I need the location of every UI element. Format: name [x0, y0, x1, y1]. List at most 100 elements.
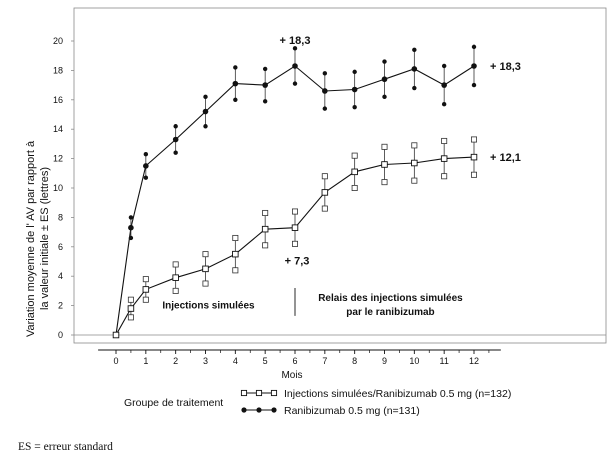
annotation-sham-month6: + 7,3	[285, 256, 310, 268]
error-cap	[128, 215, 134, 220]
footnote: ES = erreur standard	[18, 441, 113, 453]
x-tick-label: 6	[292, 356, 297, 366]
data-point	[321, 189, 329, 196]
y-axis-label-line2: la valeur initiale ± ES (lettres)	[39, 167, 51, 310]
legend-marker-square	[240, 389, 248, 397]
x-tick-label: 2	[173, 356, 178, 366]
series-line	[115, 65, 475, 336]
legend-marker-square	[255, 389, 263, 397]
error-cap	[172, 261, 179, 268]
error-cap	[203, 94, 208, 100]
error-cap	[173, 124, 178, 129]
data-point	[232, 250, 239, 258]
y-tick-label: 16	[53, 95, 63, 105]
error-cap	[262, 99, 268, 104]
x-tick-label: 7	[322, 356, 327, 366]
error-cap	[232, 234, 239, 241]
x-tick-label: 8	[352, 356, 357, 366]
error-cap	[441, 102, 447, 107]
data-point	[440, 155, 448, 162]
phase-label-crossover-line1: Relais des injections simulées	[318, 293, 463, 304]
data-point	[291, 224, 299, 231]
error-cap	[173, 150, 178, 155]
error-cap	[470, 136, 477, 143]
phase-label-sham: Injections simulées	[162, 301, 255, 312]
y-tick-label: 4	[58, 271, 63, 281]
data-point	[262, 82, 268, 88]
error-cap	[202, 280, 209, 287]
error-cap	[412, 47, 417, 53]
error-cap	[292, 46, 298, 51]
error-cap	[411, 142, 418, 149]
series-group	[112, 44, 478, 339]
x-tick-label: 11	[439, 356, 448, 366]
data-point	[441, 82, 447, 88]
error-cap	[471, 44, 477, 50]
data-point	[411, 66, 418, 72]
legend: Groupe de traitement Injections simulées/…	[124, 388, 511, 417]
x-tick-label: 1	[143, 356, 148, 366]
data-point	[471, 63, 477, 69]
error-cap	[172, 287, 179, 294]
error-cap	[321, 173, 328, 180]
data-point	[232, 80, 239, 87]
x-tick-label: 12	[469, 356, 479, 366]
error-cap	[233, 65, 238, 70]
y-axis-label-line1: Variation moyenne de l' AV par rapport à	[25, 140, 37, 337]
legend-marker-circle	[256, 407, 262, 413]
y-tick-label: 8	[58, 212, 63, 222]
plot-frame	[73, 7, 607, 344]
annotations: + 18,3 + 18,3 + 12,1 + 7,3 Injections simulé…	[162, 35, 521, 318]
error-cap	[352, 104, 357, 110]
error-cap	[127, 296, 134, 303]
data-point	[142, 286, 150, 293]
y-tick-label: 0	[58, 330, 63, 340]
data-point	[261, 225, 269, 233]
error-cap	[203, 124, 208, 129]
error-cap	[232, 267, 239, 274]
error-cap	[381, 179, 388, 186]
data-point	[172, 274, 179, 281]
data-point	[470, 153, 478, 161]
data-point	[381, 161, 388, 168]
data-point	[381, 76, 388, 83]
error-cap	[142, 296, 149, 303]
error-cap	[291, 208, 298, 215]
x-tick-label: 5	[263, 356, 268, 366]
x-tick-label: 9	[382, 356, 387, 366]
error-cap	[381, 143, 388, 150]
data-point	[143, 163, 149, 169]
y-tick-label: 20	[53, 36, 63, 46]
error-cap	[291, 240, 298, 247]
error-cap	[441, 173, 448, 180]
axis-labels: Variation moyenne de l' AV par rapport à…	[25, 140, 303, 381]
error-cap	[262, 209, 269, 216]
error-cap	[142, 276, 149, 283]
x-axis-label: Mois	[281, 370, 302, 381]
y-tick-label: 14	[53, 124, 63, 134]
error-cap	[127, 314, 134, 321]
y-tick-label: 12	[53, 154, 63, 164]
series-line	[115, 156, 475, 336]
x-tick-label: 3	[203, 356, 208, 366]
legend-marker-circle	[241, 407, 247, 413]
data-point	[322, 88, 328, 94]
data-point	[351, 168, 358, 176]
y-tick-label: 6	[58, 242, 63, 252]
error-cap	[412, 85, 417, 91]
error-cap	[441, 137, 448, 144]
error-cap	[382, 59, 387, 64]
data-point	[292, 63, 298, 69]
error-cap	[351, 184, 358, 191]
error-cap	[292, 81, 298, 86]
error-cap	[411, 177, 418, 184]
error-cap	[471, 82, 477, 88]
y-tick-label: 18	[53, 65, 63, 75]
legend-item-sham: Injections simulées/Ranibizumab 0.5 mg (…	[284, 388, 511, 400]
data-point	[202, 265, 209, 273]
error-cap	[382, 94, 387, 100]
legend-title: Groupe de traitement	[124, 397, 223, 409]
x-tick-label: 0	[113, 356, 118, 366]
data-point	[411, 159, 418, 167]
error-cap	[351, 152, 358, 159]
